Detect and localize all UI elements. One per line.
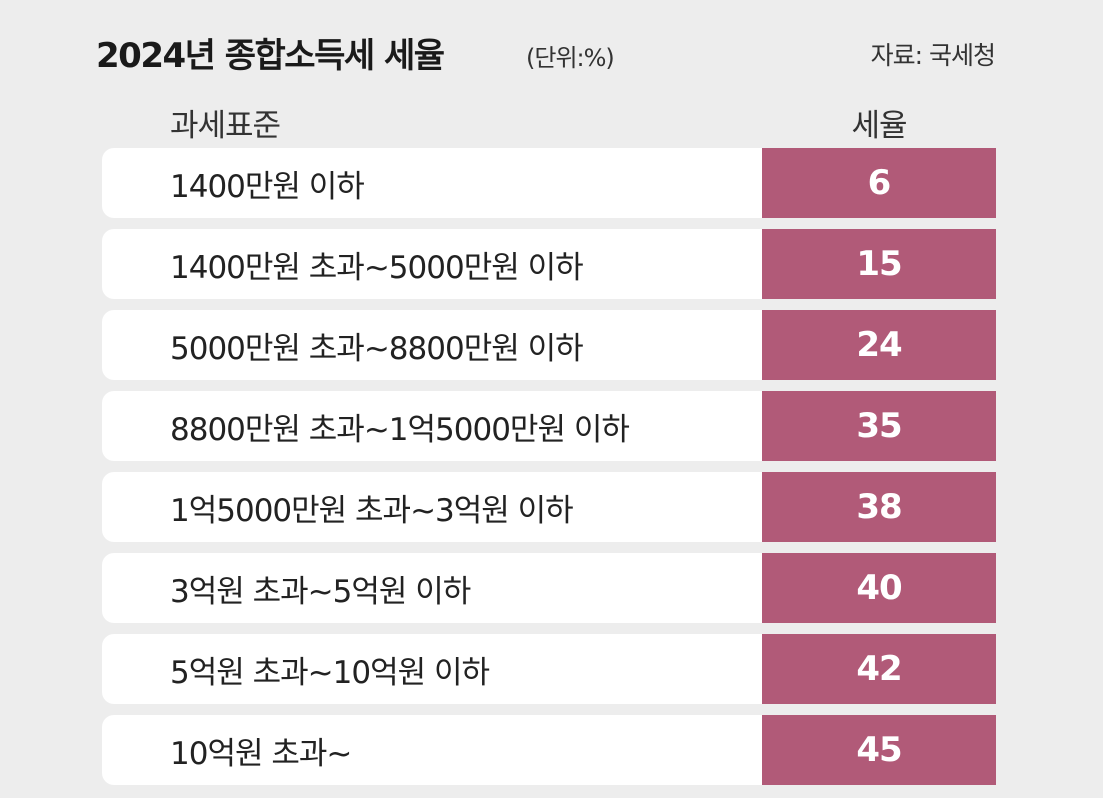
table-row: 1억5000만원 초과~3억원 이하 38 xyxy=(102,472,996,542)
table-row: 1400만원 초과~5000만원 이하 15 xyxy=(102,229,996,299)
tax-rate-table: 1400만원 이하 6 1400만원 초과~5000만원 이하 15 5000만… xyxy=(102,148,996,785)
tax-bracket-label: 5000만원 초과~8800만원 이하 xyxy=(102,310,762,380)
tax-rate-value: 24 xyxy=(762,310,996,380)
table-row: 8800만원 초과~1억5000만원 이하 35 xyxy=(102,391,996,461)
tax-bracket-label: 3억원 초과~5억원 이하 xyxy=(102,553,762,623)
table-row: 5000만원 초과~8800만원 이하 24 xyxy=(102,310,996,380)
tax-bracket-label: 5억원 초과~10억원 이하 xyxy=(102,634,762,704)
tax-rate-value: 40 xyxy=(762,553,996,623)
unit-label: (단위:%) xyxy=(526,44,615,72)
table-row: 3억원 초과~5억원 이하 40 xyxy=(102,553,996,623)
table-row: 1400만원 이하 6 xyxy=(102,148,996,218)
tax-rate-value: 35 xyxy=(762,391,996,461)
source-label: 자료: 국세청 xyxy=(870,41,996,70)
tax-bracket-label: 1400만원 초과~5000만원 이하 xyxy=(102,229,762,299)
tax-rate-value: 42 xyxy=(762,634,996,704)
column-header-rate: 세율 xyxy=(851,108,907,144)
table-row: 5억원 초과~10억원 이하 42 xyxy=(102,634,996,704)
chart-title: 2024년 종합소득세 세율 xyxy=(96,36,445,76)
tax-rate-value: 15 xyxy=(762,229,996,299)
tax-rate-value: 38 xyxy=(762,472,996,542)
column-header-tax-base: 과세표준 xyxy=(170,108,281,144)
tax-rate-value: 45 xyxy=(762,715,996,785)
tax-bracket-label: 8800만원 초과~1억5000만원 이하 xyxy=(102,391,762,461)
tax-bracket-label: 1400만원 이하 xyxy=(102,148,762,218)
table-row: 10억원 초과~ 45 xyxy=(102,715,996,785)
tax-bracket-label: 10억원 초과~ xyxy=(102,715,762,785)
tax-rate-value: 6 xyxy=(762,148,996,218)
tax-bracket-label: 1억5000만원 초과~3억원 이하 xyxy=(102,472,762,542)
